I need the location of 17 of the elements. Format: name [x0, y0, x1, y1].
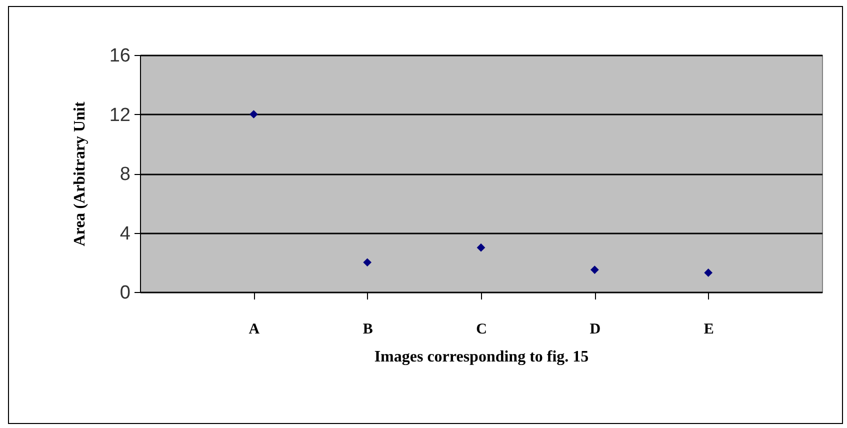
y-tick-label: 8 [120, 164, 130, 185]
x-tick-label: A [248, 322, 260, 338]
x-tick-label: B [362, 322, 373, 338]
x-tick-label: E [704, 322, 714, 338]
y-tick-label: 4 [120, 223, 131, 244]
y-tick-label: 12 [109, 104, 130, 126]
x-tick-label: C [476, 322, 487, 338]
point [590, 266, 599, 274]
y-axis-title: Area (Arbitrary Unit [71, 101, 88, 246]
point [476, 243, 486, 252]
point [363, 258, 372, 267]
x-axis-title: Images corresponding to fig. 15 [374, 348, 589, 366]
y-tick-label: 0 [120, 282, 130, 304]
point [249, 110, 258, 118]
point [704, 268, 713, 277]
x-tick-label: D [590, 322, 601, 338]
y-tick-label: 16 [109, 46, 130, 66]
